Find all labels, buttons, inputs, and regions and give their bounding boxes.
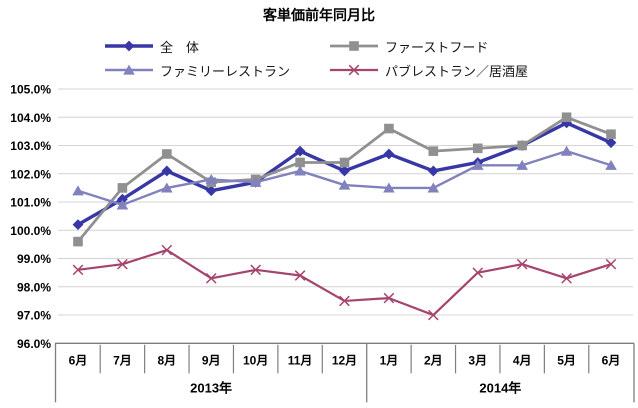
data-point-pub-izakaya [339, 295, 350, 307]
data-point-family-restaurant [294, 165, 306, 176]
data-point-pub-izakaya-legend [348, 64, 360, 76]
data-point-fast-food [162, 149, 172, 159]
y-axis-tick-label: 103.0% [10, 139, 51, 153]
series-family-restaurant [72, 145, 617, 210]
data-point-pub-izakaya [294, 270, 306, 281]
data-point-pub-izakaya [605, 258, 617, 270]
data-point-pub-izakaya [472, 267, 484, 278]
data-point-total [294, 145, 306, 157]
data-point-fast-food [428, 146, 439, 156]
legend-marker-x-icon [330, 63, 378, 77]
legend-label-fast-food: ファーストフード [385, 39, 489, 55]
data-point-total [383, 148, 395, 160]
data-point-pub-izakaya [117, 258, 128, 270]
data-point-family-restaurant [560, 145, 573, 156]
data-point-family-restaurant [72, 185, 84, 196]
month-label: 5月 [557, 353, 576, 367]
data-point-total [339, 165, 350, 177]
y-axis-tick-label: 100.0% [10, 224, 51, 238]
month-label: 10月 [243, 353, 268, 367]
data-point-family-restaurant [383, 182, 395, 193]
legend-label-family-restaurant: ファミリーレストラン [160, 63, 291, 79]
data-point-family-restaurant [516, 159, 528, 170]
data-point-pub-izakaya [72, 264, 84, 276]
data-point-fast-food [339, 157, 350, 168]
data-point-fast-food [384, 123, 394, 134]
year-label: 2014年 [479, 380, 521, 395]
data-point-family-restaurant [471, 159, 484, 170]
data-point-total [72, 219, 84, 231]
y-axis-tick-label: 99.0% [17, 252, 51, 266]
month-label: 6月 [602, 353, 621, 367]
month-label: 8月 [157, 353, 176, 367]
legend-label-total: 全 体 [160, 39, 200, 55]
data-point-total [605, 137, 617, 149]
y-axis-tick-label: 96.0% [17, 337, 51, 351]
data-point-pub-izakaya [561, 272, 572, 284]
data-point-family-restaurant [205, 174, 218, 185]
legend-marker-square-icon [330, 39, 378, 53]
month-label: 6月 [69, 353, 88, 367]
y-axis-tick-label: 105.0% [10, 83, 51, 97]
year-label: 2013年 [190, 380, 232, 395]
legend-marker-triangle-icon [105, 63, 153, 77]
month-label: 3月 [468, 353, 487, 367]
y-axis-tick-label: 104.0% [10, 111, 51, 125]
legend-swatch-total [105, 40, 153, 52]
legend-item-fast-food: ファーストフード [330, 38, 489, 55]
data-point-fast-food [472, 143, 483, 154]
month-label: 2月 [424, 353, 443, 367]
data-point-fast-food [73, 236, 83, 247]
data-point-family-restaurant [116, 199, 129, 210]
y-axis-tick-label: 102.0% [10, 167, 51, 181]
legend-swatch-family-restaurant [105, 64, 153, 75]
month-label: 12月 [332, 353, 357, 367]
legend-item-pub-izakaya: パブレストラン／居酒屋 [330, 62, 529, 79]
data-point-total [117, 193, 128, 205]
month-label: 4月 [513, 353, 532, 367]
series-fast-food [73, 112, 616, 247]
data-point-pub-izakaya [205, 272, 217, 284]
data-point-pub-izakaya [161, 244, 173, 256]
data-point-family-restaurant [338, 179, 351, 190]
data-point-fast-food [517, 140, 527, 151]
data-point-fast-food [561, 112, 572, 123]
data-point-fast-food [606, 129, 616, 140]
series-line-fast-food [76, 115, 612, 243]
month-label: 9月 [202, 353, 221, 367]
y-axis-tick-label: 97.0% [17, 309, 51, 323]
legend-item-family-restaurant: ファミリーレストラン [105, 62, 291, 79]
legend-marker-diamond-icon [105, 39, 153, 53]
month-label: 11月 [288, 353, 313, 367]
legend-swatch-fast-food [330, 41, 378, 51]
data-point-family-restaurant [427, 182, 440, 193]
legend-item-total: 全 体 [105, 38, 200, 55]
month-label: 1月 [380, 353, 399, 367]
data-point-total-legend [123, 40, 135, 52]
y-axis-tick-label: 98.0% [17, 280, 51, 294]
data-point-fast-food-legend [349, 41, 359, 51]
data-point-pub-izakaya [428, 309, 439, 321]
data-point-family-restaurant [605, 159, 617, 170]
legend-swatch-pub-izakaya [330, 64, 378, 76]
month-label: 7月 [113, 353, 132, 367]
data-point-pub-izakaya [516, 258, 528, 270]
data-point-pub-izakaya [383, 292, 395, 304]
data-point-fast-food [117, 183, 128, 193]
data-point-pub-izakaya [250, 264, 261, 276]
data-point-family-restaurant [249, 176, 262, 187]
legend-label-pub-izakaya: パブレストラン／居酒屋 [385, 63, 529, 79]
data-point-fast-food [295, 157, 305, 168]
data-point-family-restaurant [161, 182, 173, 193]
data-point-total [205, 185, 217, 197]
y-axis-tick-label: 101.0% [10, 196, 51, 210]
data-point-family-restaurant-legend [123, 64, 135, 75]
series-line-pub-izakaya [77, 248, 612, 317]
data-point-total [161, 165, 173, 177]
chart-title: 客単価前年同月比 [263, 7, 375, 23]
data-point-total [427, 165, 439, 177]
series-pub-izakaya [72, 244, 617, 321]
